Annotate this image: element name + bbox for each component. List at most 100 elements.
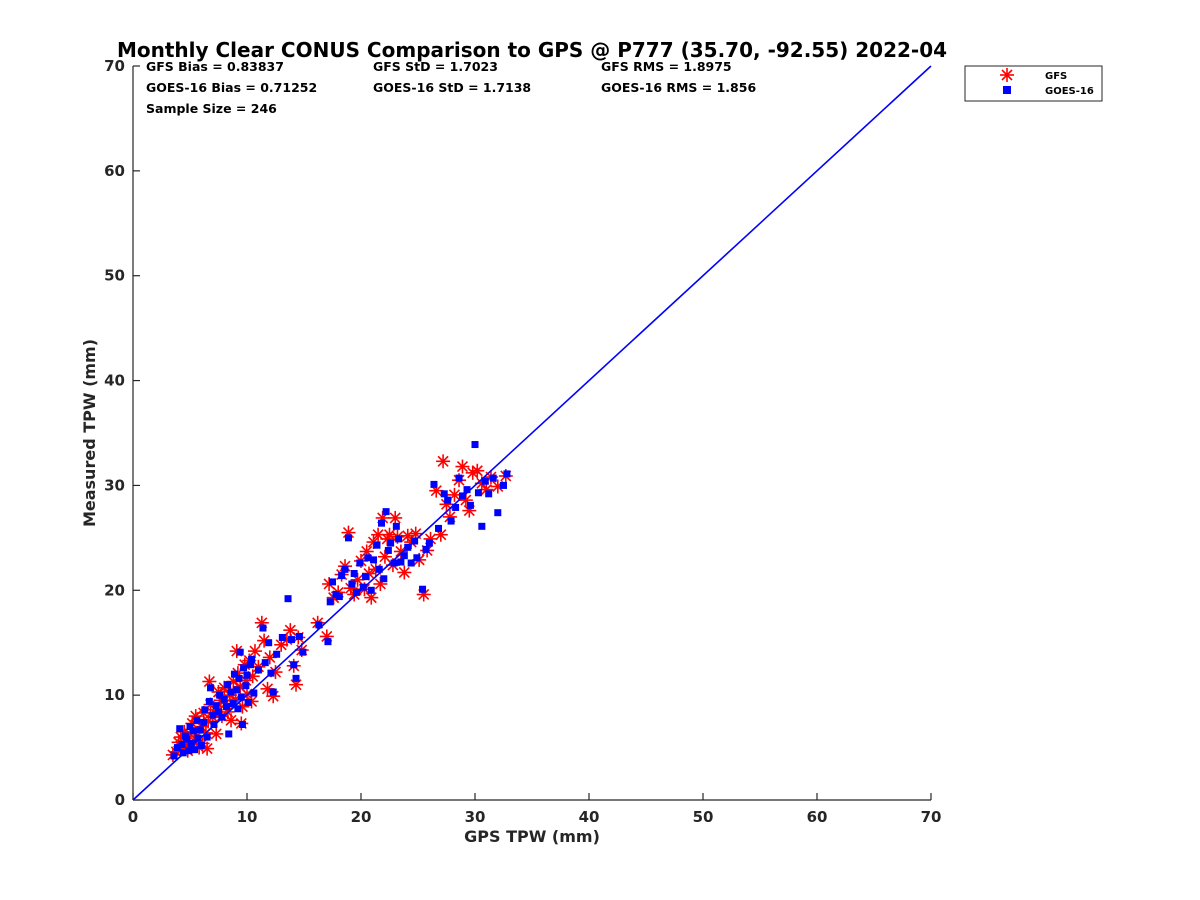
- x-tick-label: 10: [237, 808, 258, 826]
- goes-point: [212, 702, 220, 710]
- goes-point: [348, 580, 356, 588]
- x-tick-label: 0: [128, 808, 138, 826]
- y-tick-label: 10: [104, 686, 125, 704]
- goes-point: [196, 726, 204, 734]
- goes-point: [481, 477, 489, 485]
- goes-point: [278, 633, 286, 641]
- goes-point: [390, 559, 398, 567]
- goes-point: [205, 697, 213, 705]
- y-tick-label: 30: [104, 476, 125, 494]
- goes-point: [224, 681, 232, 689]
- goes-point: [356, 559, 364, 567]
- goes-point: [338, 572, 346, 580]
- goes-point: [397, 558, 405, 566]
- goes-point: [422, 545, 430, 553]
- goes-point: [447, 517, 455, 525]
- goes-point: [375, 565, 383, 573]
- goes-point: [203, 733, 211, 741]
- goes-point: [444, 496, 452, 504]
- goes-point: [178, 740, 186, 748]
- sample-size-text: Sample Size = 246: [146, 101, 277, 116]
- goes-point: [463, 486, 471, 494]
- gfs-point: [209, 726, 224, 741]
- goes-point: [265, 639, 273, 647]
- goes-point: [364, 554, 372, 562]
- goes-point: [209, 711, 217, 719]
- goes-point: [234, 705, 242, 713]
- goes-point: [344, 534, 352, 542]
- x-tick-label: 60: [807, 808, 828, 826]
- goes-point: [269, 688, 277, 696]
- goes-point: [387, 539, 395, 547]
- goes-point: [466, 501, 474, 509]
- legend-gfs-label: GFS: [1045, 71, 1067, 82]
- goes-point: [335, 593, 343, 601]
- one-to-one-line: [132, 65, 932, 801]
- goes-point: [290, 661, 298, 669]
- gfs-point: [382, 527, 397, 542]
- legend-gfs-marker: [1000, 68, 1014, 82]
- goes-point: [242, 682, 250, 690]
- goes-point: [425, 539, 433, 547]
- goes-point: [197, 741, 205, 749]
- goes-point: [243, 671, 251, 679]
- goes-point: [329, 578, 336, 586]
- gfs-point: [200, 741, 215, 756]
- x-tick-label: 30: [465, 808, 486, 826]
- goes-point: [352, 588, 360, 596]
- goes-point: [201, 706, 209, 714]
- goes-point: [299, 648, 307, 656]
- goes-point: [200, 718, 208, 726]
- goes-point: [435, 524, 443, 532]
- goes-point: [407, 559, 415, 567]
- goes-point: [284, 595, 292, 603]
- goes-point: [237, 693, 245, 701]
- goes-rms-text: GOES-16 RMS = 1.856: [601, 80, 756, 95]
- goes-point: [254, 666, 262, 674]
- goes-point: [222, 703, 230, 711]
- goes-point: [395, 535, 403, 543]
- goes-point: [384, 546, 392, 554]
- goes-point: [183, 735, 191, 743]
- goes-point: [216, 691, 224, 699]
- gfs-bias-text: GFS Bias = 0.83837: [146, 59, 284, 74]
- goes-point: [350, 570, 358, 578]
- goes-point: [273, 650, 281, 658]
- goes-point: [295, 632, 303, 640]
- goes-point: [235, 674, 243, 682]
- goes-point: [186, 723, 194, 731]
- goes-point: [187, 739, 195, 747]
- goes-point: [227, 688, 235, 696]
- goes-point: [185, 747, 193, 755]
- legend-box: [964, 65, 1103, 102]
- goes-point: [324, 638, 332, 646]
- goes-point: [503, 470, 511, 478]
- goes-point: [225, 730, 233, 738]
- goes-point: [215, 708, 222, 716]
- goes-point: [261, 659, 269, 667]
- goes-point: [378, 519, 386, 527]
- goes-point: [367, 586, 375, 594]
- goes-point: [233, 686, 241, 694]
- gfs-rms-text: GFS RMS = 1.8975: [601, 59, 732, 74]
- goes-point: [430, 480, 438, 488]
- goes-point: [370, 556, 378, 564]
- goes-point: [229, 700, 237, 708]
- goes-point: [326, 598, 334, 606]
- goes-point: [315, 621, 323, 629]
- goes-point: [259, 624, 267, 632]
- x-tick-label: 20: [351, 808, 372, 826]
- legend: GFS GOES-16: [964, 65, 1103, 102]
- goes-point: [250, 689, 258, 697]
- legend-goes-label: GOES-16: [1045, 86, 1094, 97]
- goes-point: [392, 522, 400, 530]
- goes-point: [474, 489, 482, 497]
- goes-point: [341, 565, 349, 573]
- axis-ticks: 0 10 20 30 40 50 60 70 0 10 20 30 40 50 60 70: [104, 57, 941, 826]
- y-axis-label: Measured TPW (mm): [80, 339, 99, 527]
- goes-point: [494, 509, 502, 517]
- goes-point: [238, 721, 246, 729]
- goes-point: [382, 508, 390, 516]
- goes-point: [478, 522, 486, 530]
